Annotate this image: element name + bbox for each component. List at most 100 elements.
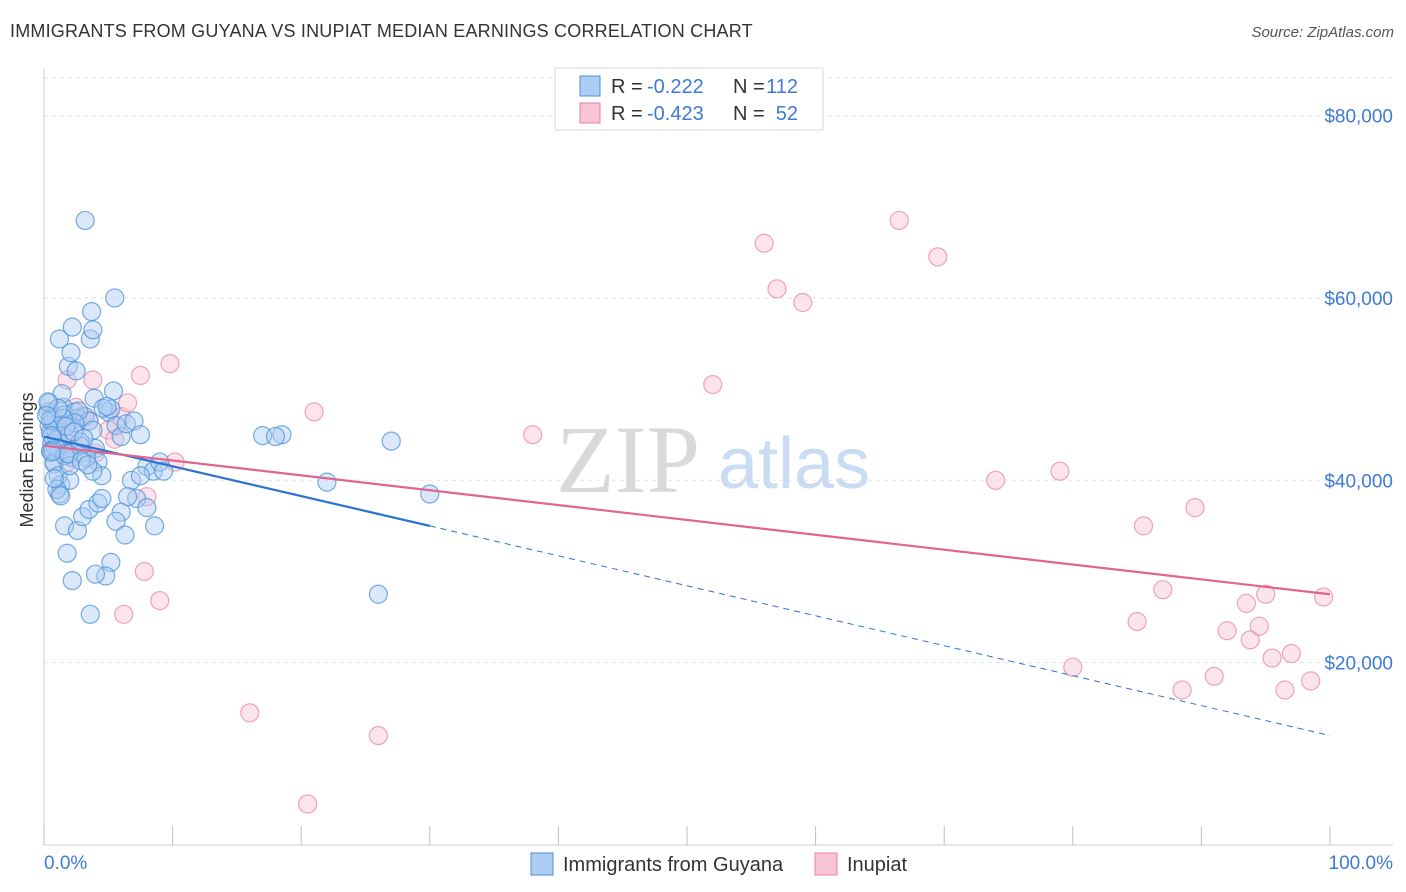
inupiat-point [703,374,723,395]
inupiat-point [134,561,154,582]
guyana-point [78,455,98,475]
inupiat-point [1275,680,1295,700]
guyana-point [54,516,75,536]
inupiat-point [986,470,1006,490]
guyana-point [69,401,89,421]
inupiat-point [150,591,170,611]
axes [43,68,1393,846]
inupiat-point [793,292,813,313]
guyana-point [74,428,94,448]
guyana-point [71,451,91,471]
inupiat-trend-line [43,444,1331,596]
inupiat-point [1301,671,1321,691]
inupiat-point [130,365,151,386]
guyana-point [121,470,142,490]
guyana-point [106,511,126,531]
legend-r-value-2: -0.423 [647,103,704,125]
series-legend-swatch-guyana [530,852,554,876]
guyana-point [76,447,97,468]
chart-source: Source: ZipAtlas.com [1251,24,1394,41]
y-tick-label: $60,000 [1324,289,1393,310]
inupiat-point [1256,584,1276,604]
guyana-points [36,210,440,624]
guyana-trend-line [43,435,431,527]
guyana-point [36,405,57,426]
inupiat-point [1236,593,1257,613]
inupiat-point [1240,630,1260,650]
inupiat-point [117,393,138,413]
inupiat-point [1050,461,1070,481]
inupiat-point [1153,580,1173,600]
inupiat-point [240,703,260,723]
guyana-point [52,384,72,404]
inupiat-point [1262,648,1282,668]
series-legend-label-guyana: Immigrants from Guyana [563,854,784,876]
guyana-point [48,398,68,418]
inupiat-point [1249,616,1269,636]
inupiat-point [1281,643,1302,664]
inupiat-point [1133,516,1154,536]
x-tick-label-max: 100.0% [1329,853,1394,874]
inupiat-point [83,370,103,390]
guyana-point [51,486,71,506]
guyana-point [144,516,165,536]
legend-r-label-1: R = [611,76,643,98]
inupiat-point [298,794,318,814]
guyana-point [105,288,125,308]
inupiat-point [889,210,909,231]
inupiat-point [368,725,388,746]
guyana-point [66,361,86,381]
guyana-point [97,396,117,417]
guyana-point [153,461,174,481]
inupiat-point [304,402,324,422]
inupiat-point [928,247,948,267]
trend-lines [43,435,1331,737]
inupiat-point [1313,587,1334,607]
inupiat-point [1217,621,1237,641]
guyana-trend-extension [429,525,1331,737]
y-axis-label: Median Earnings [17,392,37,527]
guyana-point [72,507,93,527]
legend-n-label-2: N = [733,103,765,125]
legend-n-value-1: 112 [766,76,798,98]
guyana-point [57,543,77,563]
inupiat-point [767,279,787,299]
guyana-point [61,343,81,363]
guyana-point [317,472,337,492]
guyana-point [137,498,157,518]
guyana-point [115,525,135,545]
guyana-point [92,488,112,509]
guyana-point [44,468,64,489]
inupiat-point [160,353,180,374]
watermark: ZIP atlas [556,406,870,513]
chart-title: IMMIGRANTS FROM GUYANA VS INUPIAT MEDIAN… [10,21,753,41]
correlation-legend: R = -0.222 N = 112 R = -0.423 N = 52 [554,67,824,131]
gridlines [44,77,1393,664]
x-tick-label-min: 0.0% [44,853,87,874]
guyana-point [92,466,112,486]
inupiat-point [1185,498,1205,518]
watermark-atlas: atlas [718,424,870,504]
guyana-point [111,502,131,522]
series-legend-swatch-inupiat [814,852,838,876]
legend-n-value-2: 52 [776,103,798,125]
legend-n-label-1: N = [733,76,765,98]
guyana-point [130,425,151,445]
legend-r-label-2: R = [611,103,643,125]
guyana-point [83,320,103,340]
inupiat-point [114,604,134,624]
series-legend-label-inupiat: Inupiat [847,854,907,876]
inupiat-point [754,233,774,253]
guyana-point [368,584,388,604]
guyana-point [81,302,102,322]
inupiat-point [1063,657,1083,677]
y-tick-label: $80,000 [1324,107,1393,128]
guyana-point [420,484,440,504]
guyana-point [63,422,84,442]
guyana-point [80,604,100,624]
guyana-point [75,210,95,231]
legend-swatch-blue [579,75,601,97]
guyana-point [38,392,58,412]
guyana-point [272,425,292,445]
